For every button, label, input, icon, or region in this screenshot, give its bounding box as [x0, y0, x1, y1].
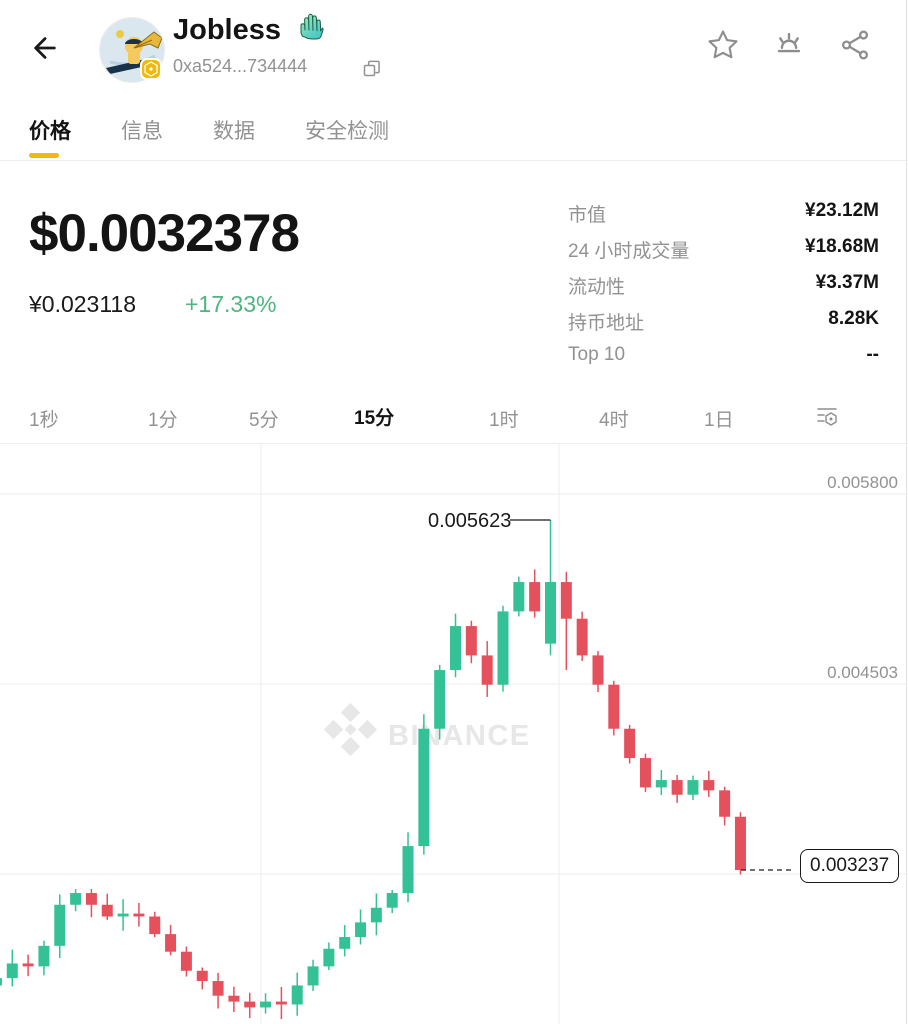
- svg-text:BINANCE: BINANCE: [388, 720, 531, 752]
- svg-text:0.004503: 0.004503: [827, 663, 898, 682]
- svg-text:0.005800: 0.005800: [827, 473, 898, 492]
- svg-text:0.005623: 0.005623: [428, 510, 511, 532]
